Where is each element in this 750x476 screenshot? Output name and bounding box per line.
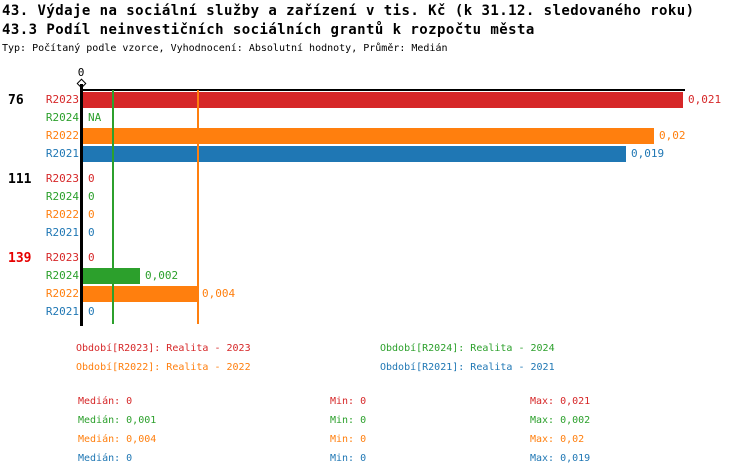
row-label-76-R2024: R2024 xyxy=(45,111,79,124)
row-label-139-R2021: R2021 xyxy=(45,305,79,318)
value-label-76-R2023: 0,021 xyxy=(688,93,722,106)
value-label-111-R2022: 0 xyxy=(88,208,95,221)
bar-139-R2022 xyxy=(83,286,197,302)
stat-max-r2024: Max: 0,002 xyxy=(530,415,591,426)
bar-76-R2022 xyxy=(83,128,654,144)
bar-76-R2023 xyxy=(83,92,683,108)
value-label-76-R2021: 0,019 xyxy=(631,147,665,160)
value-label-139-R2023: 0 xyxy=(88,251,95,264)
axis-tick-zero-label: 0 xyxy=(77,66,85,79)
row-label-139-R2024: R2024 xyxy=(45,269,79,282)
stat-median-r2022: Medián: 0,004 xyxy=(78,434,157,445)
stat-median-r2023: Medián: 0 xyxy=(78,396,133,407)
y-axis-line xyxy=(80,84,83,326)
value-label-111-R2024: 0 xyxy=(88,190,95,203)
value-label-139-R2021: 0 xyxy=(88,305,95,318)
row-label-76-R2022: R2022 xyxy=(45,129,79,142)
stat-median-r2021: Medián: 0 xyxy=(78,453,133,464)
median-line-green xyxy=(112,90,114,324)
legend-item-r2022: Období[R2022]: Realita - 2022 xyxy=(76,362,251,373)
median-line-orange xyxy=(197,90,199,324)
x-axis-line xyxy=(81,89,685,91)
row-label-76-R2023: R2023 xyxy=(45,93,79,106)
value-label-111-R2023: 0 xyxy=(88,172,95,185)
stat-min-r2024: Min: 0 xyxy=(330,415,367,426)
legend-item-r2024: Období[R2024]: Realita - 2024 xyxy=(380,343,555,354)
row-label-139-R2023: R2023 xyxy=(45,251,79,264)
stat-min-r2022: Min: 0 xyxy=(330,434,367,445)
value-label-139-R2022: 0,004 xyxy=(202,287,236,300)
group-label-111: 111 xyxy=(8,172,32,187)
bar-76-R2021 xyxy=(83,146,626,162)
value-label-76-R2024: NA xyxy=(88,111,102,124)
group-label-76: 76 xyxy=(8,93,24,108)
stat-min-r2021: Min: 0 xyxy=(330,453,367,464)
stat-max-r2021: Max: 0,019 xyxy=(530,453,591,464)
stat-median-r2024: Medián: 0,001 xyxy=(78,415,157,426)
stat-max-r2023: Max: 0,021 xyxy=(530,396,591,407)
value-label-111-R2021: 0 xyxy=(88,226,95,239)
value-label-76-R2022: 0,02 xyxy=(659,129,686,142)
page-title-line1: 43. Výdaje na sociální služby a zařízení… xyxy=(2,3,695,19)
value-label-139-R2024: 0,002 xyxy=(145,269,179,282)
row-label-76-R2021: R2021 xyxy=(45,147,79,160)
bar-139-R2024 xyxy=(83,268,140,284)
page-title-line2: 43.3 Podíl neinvestičních sociálních gra… xyxy=(2,22,535,38)
legend-item-r2021: Období[R2021]: Realita - 2021 xyxy=(380,362,555,373)
row-label-111-R2023: R2023 xyxy=(45,172,79,185)
row-label-111-R2022: R2022 xyxy=(45,208,79,221)
stat-min-r2023: Min: 0 xyxy=(330,396,367,407)
group-label-139: 139 xyxy=(8,251,32,266)
row-label-139-R2022: R2022 xyxy=(45,287,79,300)
chart-meta: Typ: Počítaný podle vzorce, Vyhodnocení:… xyxy=(2,43,448,54)
stat-max-r2022: Max: 0,02 xyxy=(530,434,585,445)
legend-item-r2023: Období[R2023]: Realita - 2023 xyxy=(76,343,251,354)
row-label-111-R2021: R2021 xyxy=(45,226,79,239)
row-label-111-R2024: R2024 xyxy=(45,190,79,203)
